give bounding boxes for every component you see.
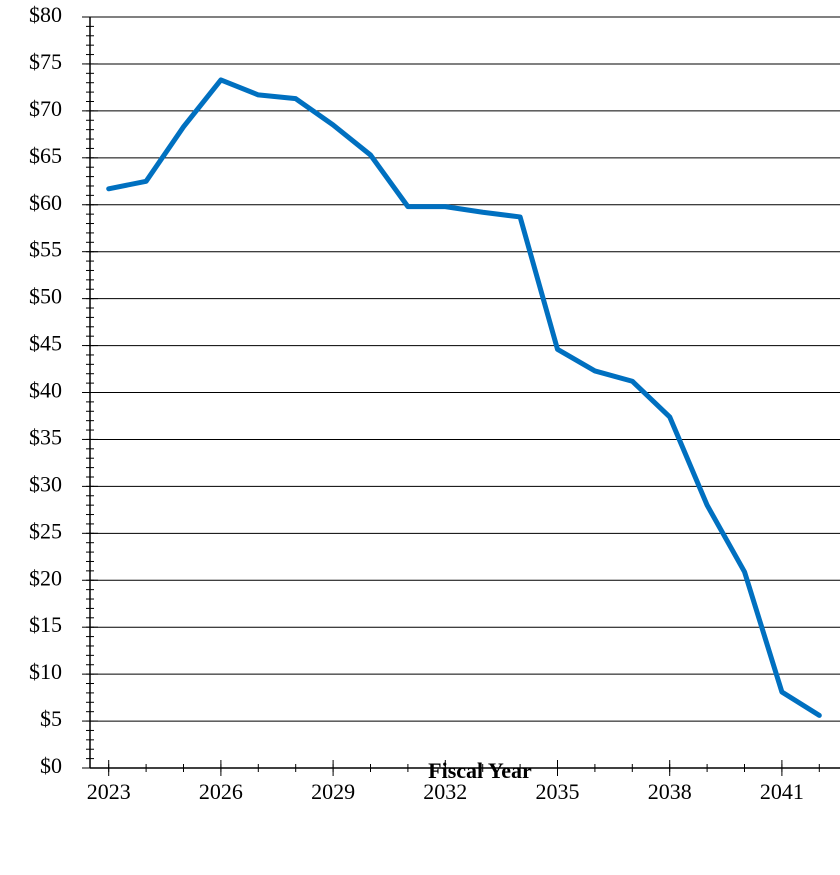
x-tick-label: 2026 — [199, 779, 243, 804]
y-tick-label: $40 — [29, 378, 62, 403]
y-tick-label: $65 — [29, 143, 62, 168]
y-tick-label: $50 — [29, 284, 62, 309]
x-tick-label: 2023 — [87, 779, 131, 804]
y-tick-label: $80 — [29, 2, 62, 27]
y-tick-label: $30 — [29, 471, 62, 496]
y-tick-label: $10 — [29, 659, 62, 684]
x-tick-label: 2038 — [648, 779, 692, 804]
y-tick-label: $35 — [29, 424, 62, 449]
y-tick-label: $70 — [29, 96, 62, 121]
x-tick-label: 2041 — [760, 779, 804, 804]
y-tick-label: $75 — [29, 49, 62, 74]
data-line — [106, 77, 822, 718]
y-tick-label: $55 — [29, 237, 62, 262]
y-tick-label: $45 — [29, 331, 62, 356]
y-tick-label: $5 — [40, 706, 62, 731]
x-tick-label: 2035 — [536, 779, 580, 804]
y-tick-label: $60 — [29, 190, 62, 215]
x-tick-label: 2029 — [311, 779, 355, 804]
y-tick-label: $15 — [29, 612, 62, 637]
y-tick-label: $20 — [29, 565, 62, 590]
y-tick-label: $0 — [40, 753, 62, 778]
y-tick-label: $25 — [29, 518, 62, 543]
x-tick-label: 2032 — [423, 779, 467, 804]
